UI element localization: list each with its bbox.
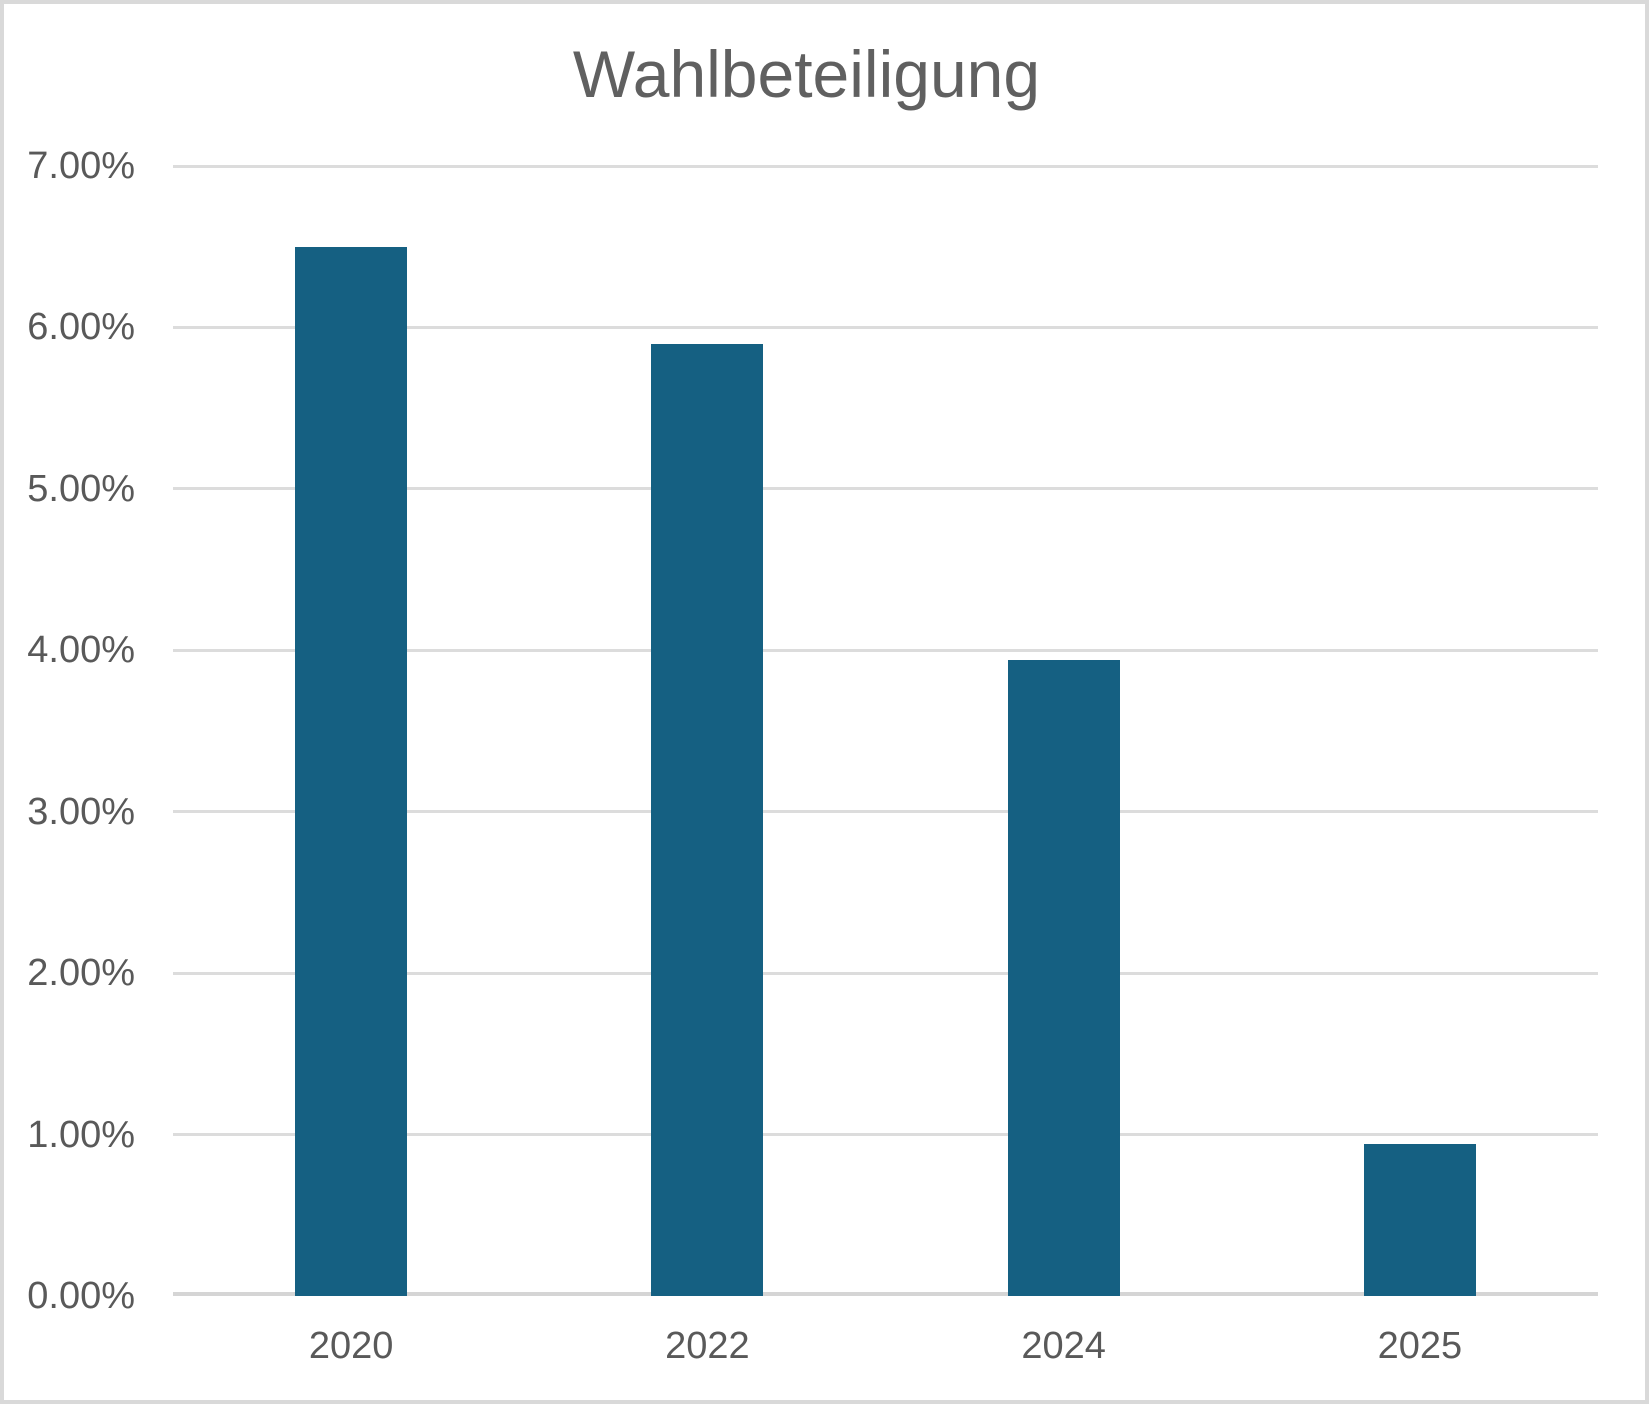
- y-axis-tick-label: 1.00%: [27, 1113, 135, 1156]
- gridline: [173, 325, 1598, 329]
- gridline: [173, 810, 1598, 814]
- y-axis-tick-label: 2.00%: [27, 952, 135, 995]
- gridline: [173, 164, 1598, 168]
- x-axis-label-2024: 2024: [1021, 1325, 1106, 1367]
- y-axis-tick-label: 0.00%: [27, 1275, 135, 1317]
- gridline: [173, 1133, 1598, 1137]
- x-axis-label-2020: 2020: [308, 1325, 394, 1367]
- plot-area: 0.00% 1.00% 2.00% 3.00% 4.00% 5.00% 6.00% 7.00%…: [27, 146, 1598, 1366]
- x-axis-label-2022: 2022: [665, 1325, 750, 1367]
- gridline: [173, 648, 1598, 652]
- chart-title: Wahlbeteiligung: [572, 37, 1041, 111]
- x-axis-label-2025: 2025: [1377, 1325, 1463, 1367]
- bar-2024: [1007, 659, 1120, 1296]
- gridline: [173, 487, 1598, 491]
- bar-2022: [651, 343, 764, 1296]
- gridline: [173, 971, 1598, 975]
- bar-2025: [1363, 1144, 1476, 1296]
- y-axis-tick-label: 4.00%: [27, 629, 135, 672]
- y-axis-tick-label: 5.00%: [27, 467, 135, 510]
- y-axis-tick-label: 6.00%: [27, 306, 135, 349]
- y-axis-tick-label: 3.00%: [27, 790, 135, 833]
- x-axis-line: [173, 1292, 1598, 1296]
- bar-2020: [295, 246, 408, 1296]
- y-axis-tick-label: 7.00%: [27, 145, 135, 187]
